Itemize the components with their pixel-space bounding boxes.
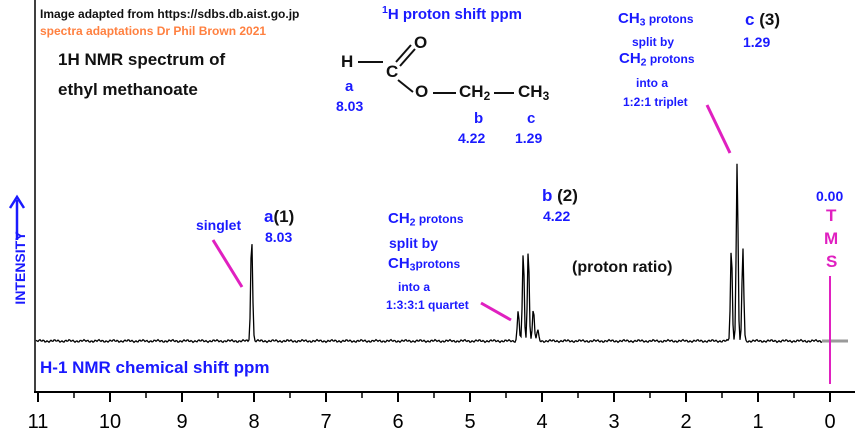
x-tick-label-9: 9 — [176, 411, 187, 433]
pointer-lines — [211, 104, 831, 384]
atom-h: H — [341, 52, 354, 71]
x-tick-label-10: 10 — [99, 411, 121, 433]
tms-letter-s: S — [826, 252, 838, 271]
x-axis: 11 10 9 8 7 6 5 4 3 2 1 0 — [28, 392, 836, 433]
peak-a-note: singlet — [196, 217, 242, 233]
tms-letter-m: M — [824, 229, 839, 248]
bond-c-o-single — [397, 79, 414, 93]
peak-c-note-line2: split by — [632, 35, 675, 49]
peak-c-note-line3: CH2 protons — [619, 50, 695, 69]
spectrum-line — [35, 163, 823, 344]
pointer-singlet — [211, 239, 244, 288]
peak-c-note-line5: 1:2:1 triplet — [623, 95, 688, 109]
bond-c-o-double-1 — [395, 44, 412, 63]
x-tick-label-5: 5 — [464, 411, 475, 433]
atom-o-ester: O — [415, 82, 429, 101]
mol-label-c: c — [527, 110, 536, 127]
group-ch2: CH2 — [459, 82, 491, 103]
peak-b-note-line2: split by — [389, 235, 439, 251]
pointer-quartet — [480, 301, 512, 322]
chart-title-line1: 1H NMR spectrum of — [58, 50, 226, 69]
shift-heading: 1H proton shift ppm — [382, 4, 522, 23]
mol-shift-a: 8.03 — [336, 98, 364, 114]
x-tick-label-3: 3 — [608, 411, 619, 433]
peak-c-note-line1: CH3 protons — [618, 10, 694, 29]
pointer-triplet — [705, 104, 732, 154]
chart-frame — [34, 0, 855, 393]
mol-label-b: b — [474, 110, 484, 127]
peak-b-note-line5: 1:3:3:1 quartet — [386, 298, 469, 312]
x-tick-label-11: 11 — [28, 411, 49, 433]
x-tick-label-2: 2 — [680, 411, 691, 433]
peak-b-shift: 4.22 — [543, 208, 571, 224]
source-credit: Image adapted from https://sdbs.db.aist.… — [40, 7, 300, 21]
tms-shift: 0.00 — [816, 188, 844, 204]
peak-a-label: a(1) — [264, 207, 295, 226]
peak-c-shift: 1.29 — [743, 34, 771, 50]
x-tick-label-0: 0 — [824, 411, 835, 433]
tms-letter-t: T — [826, 206, 837, 225]
bond-c-o-double-2 — [399, 48, 416, 67]
x-tick-label-6: 6 — [392, 411, 403, 433]
chart-title-line2: ethyl methanoate — [58, 80, 198, 99]
group-ch3: CH3 — [518, 82, 550, 103]
mol-shift-b: 4.22 — [458, 130, 486, 146]
peak-b-label: b (2) — [542, 186, 578, 205]
arrow-head — [8, 194, 26, 209]
peak-b-note-line1: CH2 protons — [388, 210, 464, 229]
x-axis-label: H-1 NMR chemical shift ppm — [40, 358, 270, 377]
atom-c: C — [386, 62, 399, 81]
x-tick-label-1: 1 — [752, 411, 763, 433]
x-tick-label-8: 8 — [248, 411, 259, 433]
peak-c-note-line4: into a — [636, 76, 668, 90]
molecule-bonds — [358, 44, 514, 94]
x-tick-label-4: 4 — [536, 411, 547, 433]
mol-label-a: a — [345, 78, 354, 95]
spectrum-trace — [35, 163, 848, 344]
peak-b-note-line4: into a — [398, 280, 430, 294]
peak-b-note-line3: CH3protons — [388, 255, 461, 274]
atom-o-carbonyl: O — [414, 33, 428, 52]
y-axis-label: INTENSITY — [12, 231, 28, 305]
mol-shift-c: 1.29 — [515, 130, 543, 146]
author-credit: spectra adaptations Dr Phil Brown 2021 — [40, 24, 267, 38]
peak-c-label: c (3) — [745, 10, 780, 29]
intensity-arrow-icon — [8, 194, 26, 240]
proton-ratio-label: (proton ratio) — [572, 259, 673, 276]
x-tick-label-7: 7 — [320, 411, 331, 433]
peak-a-shift: 8.03 — [265, 229, 293, 245]
